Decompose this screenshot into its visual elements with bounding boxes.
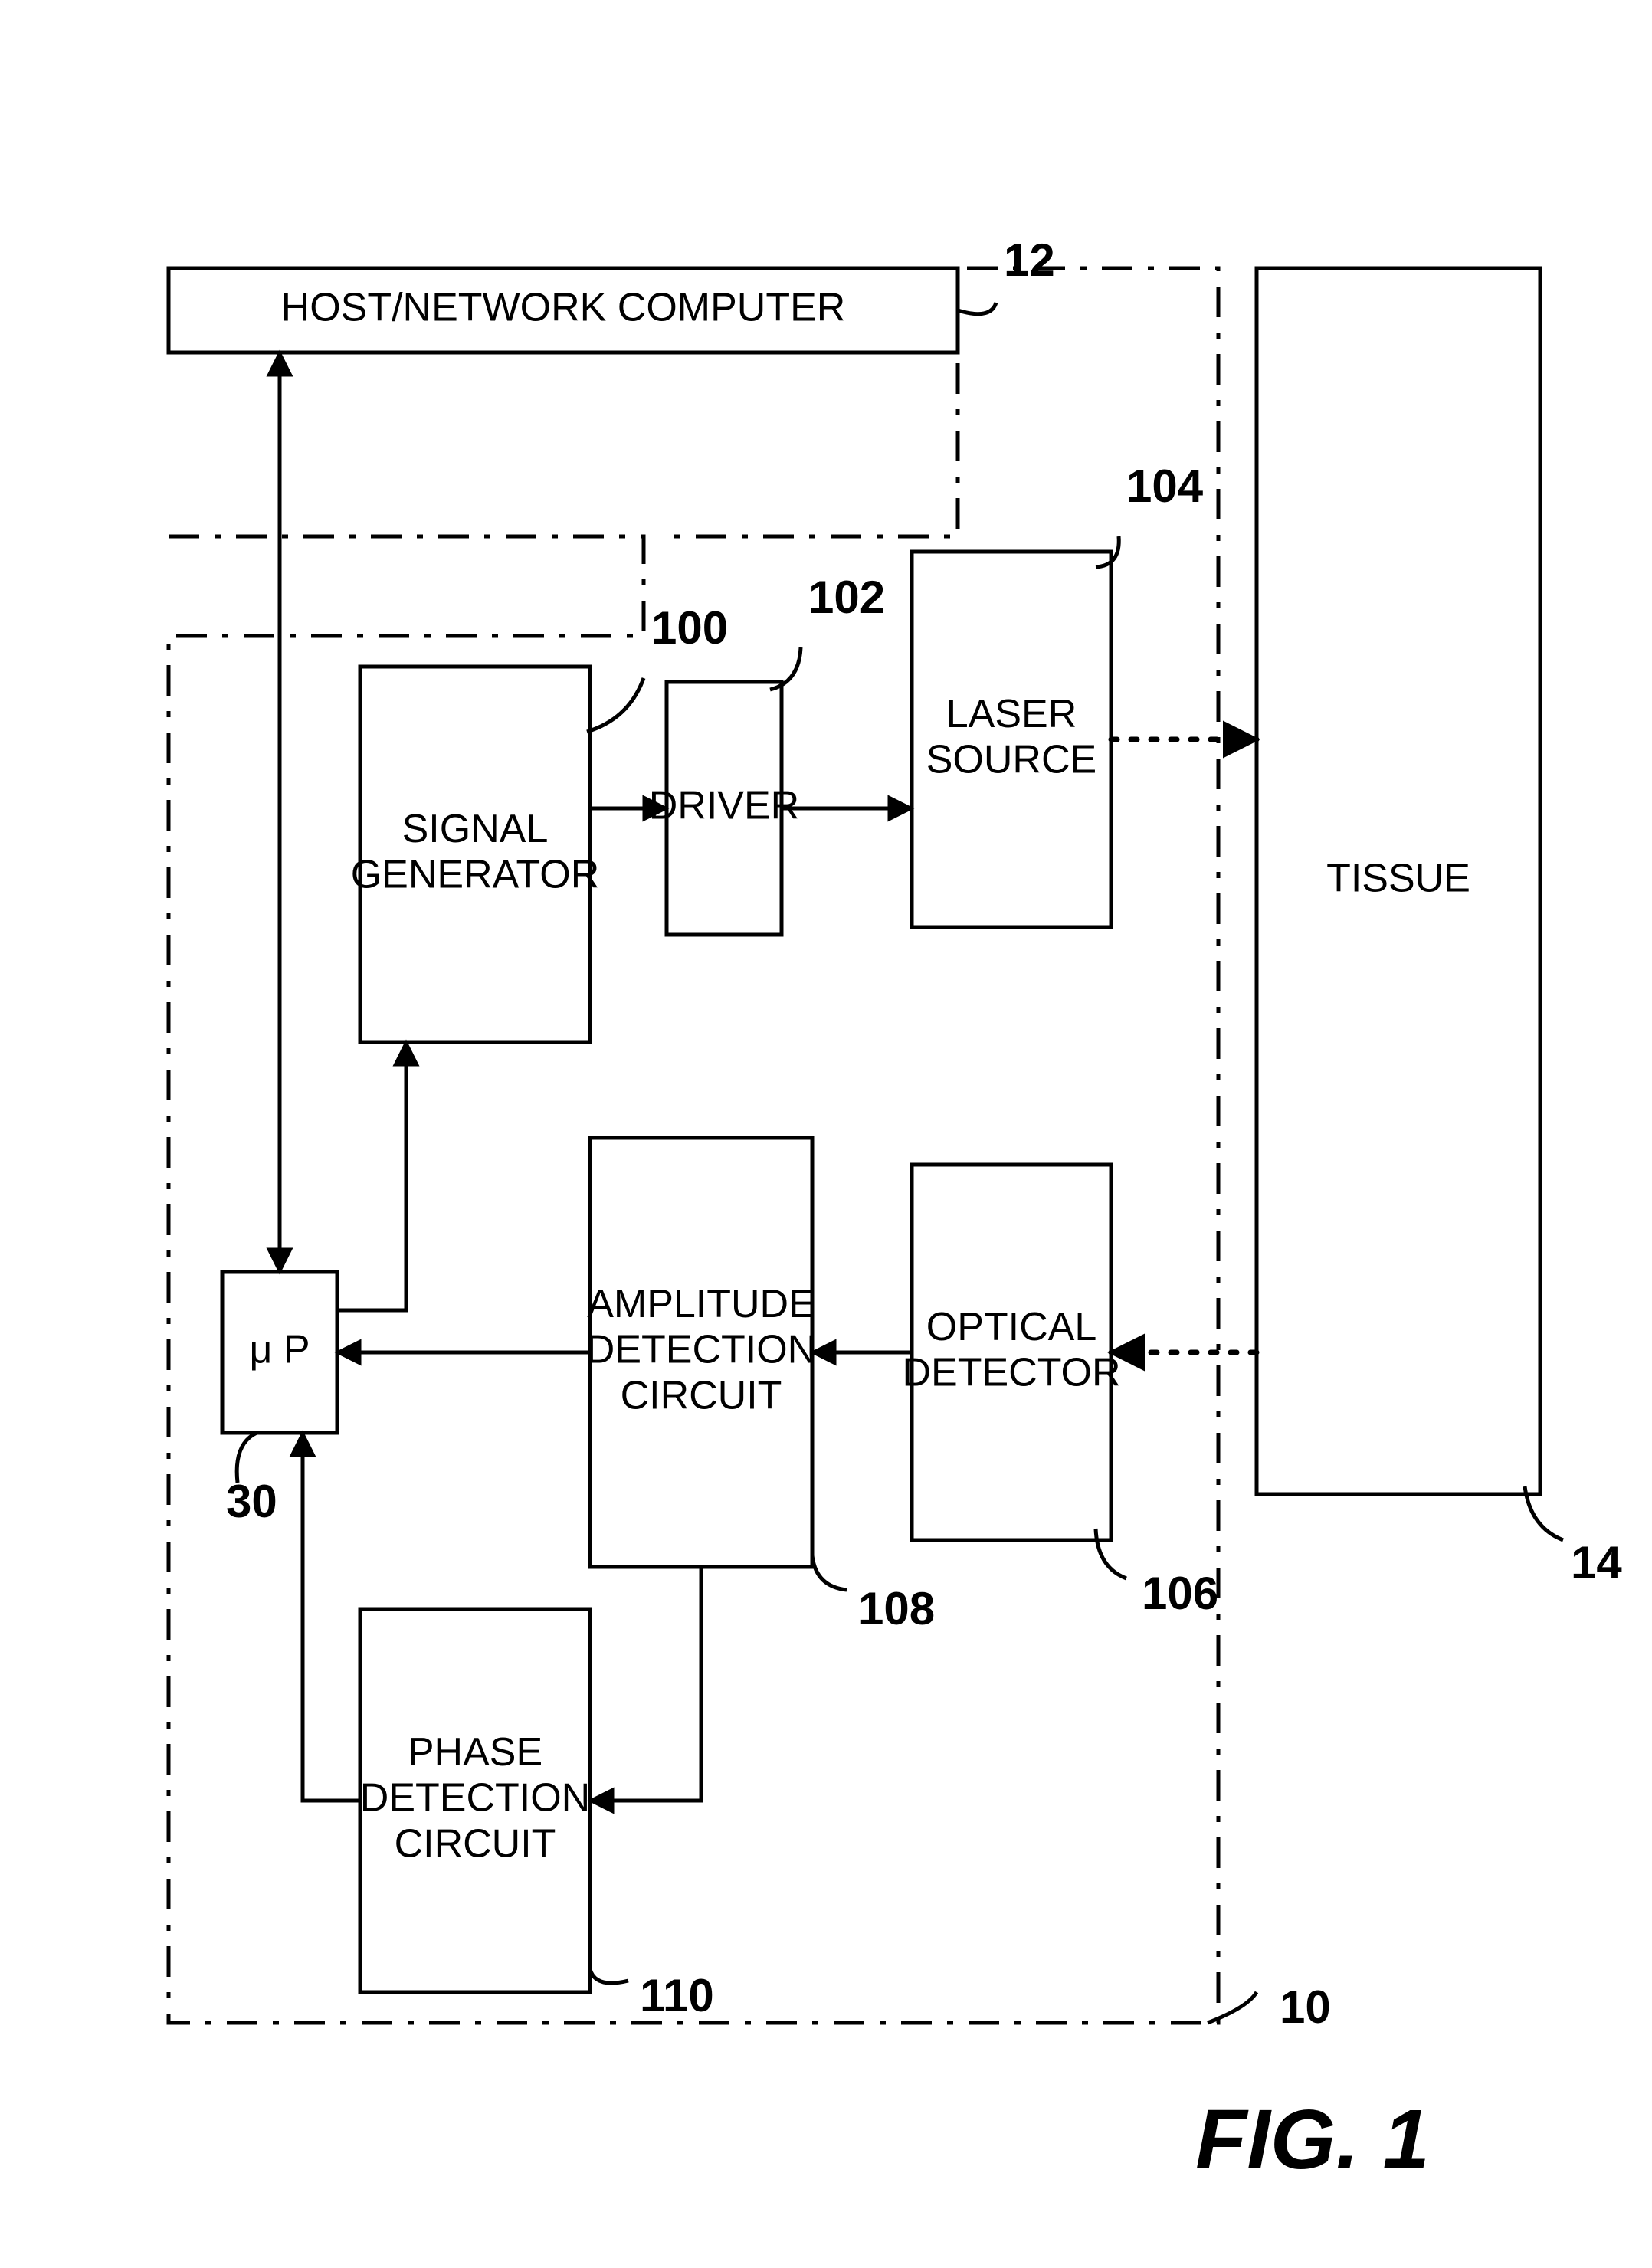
ref-number: 14 xyxy=(1571,1537,1622,1588)
ref-number: 106 xyxy=(1142,1568,1218,1619)
ref-number: 104 xyxy=(1126,460,1204,512)
edge xyxy=(303,1433,360,1801)
node-ampdet: AMPLITUDEDETECTIONCIRCUIT 108 xyxy=(586,1138,935,1634)
ref-leader xyxy=(812,1555,847,1590)
node-label: CIRCUIT xyxy=(395,1822,556,1867)
node-label: CIRCUIT xyxy=(621,1374,782,1418)
node-label: HOST/NETWORK COMPUTER xyxy=(281,286,846,330)
ref-number: 12 xyxy=(1004,234,1055,286)
ref-leader xyxy=(1208,1992,1257,2023)
node-label: DRIVER xyxy=(649,784,799,828)
node-label: AMPLITUDE xyxy=(587,1282,815,1326)
ref-number: 102 xyxy=(808,572,885,623)
node-label: TISSUE xyxy=(1326,857,1470,901)
node-label: OPTICAL xyxy=(926,1305,1097,1349)
figure-label: FIG. 1 xyxy=(1195,2093,1430,2187)
node-label: GENERATOR xyxy=(351,853,600,897)
node-label: SIGNAL xyxy=(402,807,549,851)
ref-leader xyxy=(587,678,644,732)
ref-number: 30 xyxy=(226,1476,277,1527)
ref-number: 110 xyxy=(640,1970,714,2021)
edge xyxy=(337,1042,406,1310)
ref-number: 108 xyxy=(858,1583,935,1634)
node-laser: LASERSOURCE 104 xyxy=(912,460,1204,927)
edge xyxy=(590,1567,701,1801)
node-label: SOURCE xyxy=(926,738,1096,782)
node-label: DETECTION xyxy=(586,1328,816,1372)
ref-number-10: 10 xyxy=(1280,1981,1331,2033)
node-label: PHASE xyxy=(408,1730,542,1775)
node-label: LASER xyxy=(946,692,1077,736)
ref-leader xyxy=(958,303,996,314)
node-optdet: OPTICALDETECTOR 106 xyxy=(902,1165,1218,1619)
node-label: DETECTION xyxy=(360,1776,590,1821)
node-tissue: TISSUE 14 xyxy=(1257,268,1622,1588)
ref-number: 100 xyxy=(651,602,728,654)
node-label: μ P xyxy=(249,1328,310,1372)
node-up: μ P 30 xyxy=(222,1272,337,1527)
node-label: DETECTOR xyxy=(902,1351,1120,1395)
node-phasedet: PHASEDETECTIONCIRCUIT 110 xyxy=(360,1609,714,2021)
ref-leader xyxy=(590,1969,628,1983)
node-host: HOST/NETWORK COMPUTER 12 xyxy=(169,234,1055,352)
